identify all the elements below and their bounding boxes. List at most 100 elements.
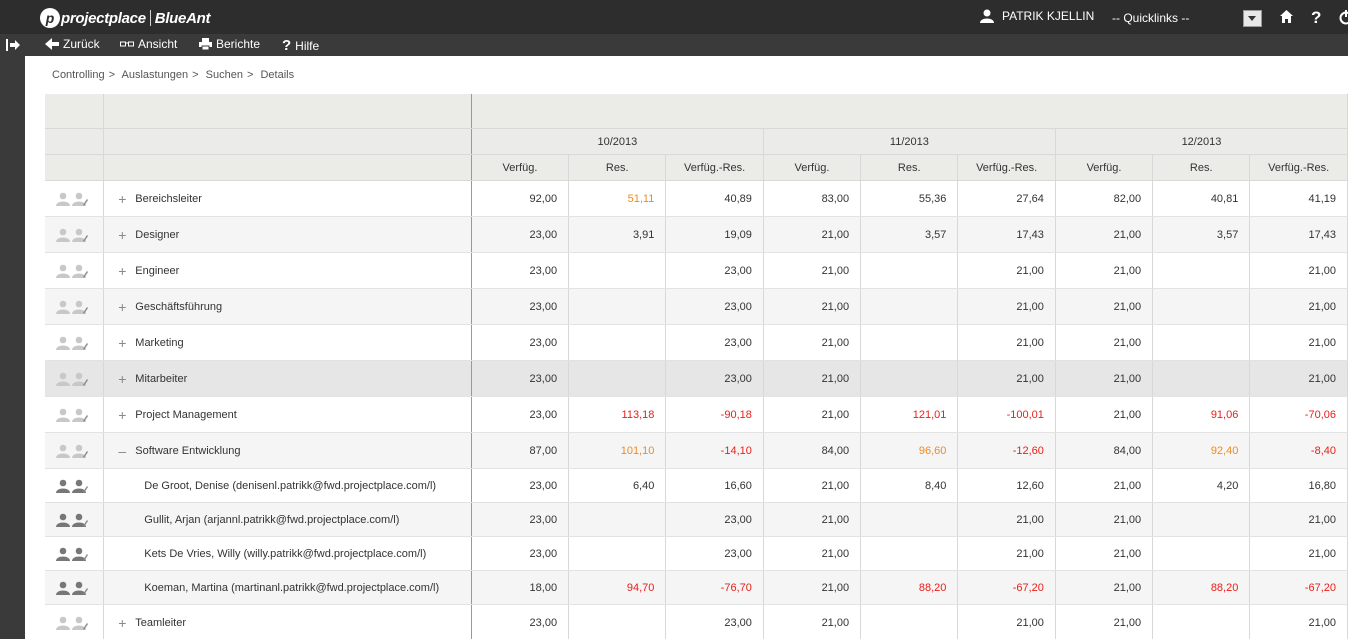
person-icon[interactable]: [55, 300, 71, 314]
person-icon[interactable]: [55, 264, 71, 278]
person-icon[interactable]: [55, 479, 71, 493]
person-icon[interactable]: [55, 444, 71, 458]
value-cell: 23,00: [471, 536, 570, 571]
value-cell: -67,20: [957, 570, 1056, 605]
home-icon[interactable]: [1279, 9, 1294, 24]
person-edit-icon[interactable]: [72, 264, 88, 278]
collapse-icon[interactable]: –: [118, 442, 127, 459]
person-edit-icon[interactable]: [72, 408, 88, 422]
value-cell: 94,70: [568, 570, 667, 605]
expand-icon[interactable]: +: [118, 190, 127, 207]
logo[interactable]: p projectplace BlueAnt: [40, 8, 210, 28]
sidebar-toggle-icon[interactable]: [6, 39, 20, 51]
person-edit-icon[interactable]: [72, 581, 88, 595]
expand-icon[interactable]: +: [118, 614, 127, 631]
person-icon[interactable]: [55, 581, 71, 595]
value-cell: 92,40: [1152, 432, 1251, 469]
table-row[interactable]: + Project Management 23,00 113,18 -90,18 21,0…: [45, 396, 1348, 433]
expand-icon[interactable]: +: [118, 298, 127, 315]
table-row[interactable]: – Software Entwicklung 87,00 101,10 -14,10 84…: [45, 432, 1348, 469]
row-icons: [45, 408, 103, 422]
person-edit-icon[interactable]: [72, 479, 88, 493]
help-button[interactable]: ? Hilfe: [282, 37, 319, 54]
table-row[interactable]: + Mitarbeiter 23,00 23,00 21,00 21,00 21,00 21,…: [45, 360, 1348, 397]
expand-icon[interactable]: +: [118, 262, 127, 279]
person-edit-icon[interactable]: [72, 192, 88, 206]
expand-icon[interactable]: +: [118, 226, 127, 243]
breadcrumb-suchen[interactable]: Suchen: [205, 69, 243, 81]
table-row[interactable]: + Marketing 23,00 23,00 21,00 21,00 21,00 21,00: [45, 324, 1348, 361]
column-header[interactable]: Res.: [860, 154, 959, 181]
expand-icon[interactable]: +: [118, 406, 127, 423]
row-name: + Marketing: [104, 334, 470, 351]
table-row[interactable]: + Teamleiter 23,00 23,00 21,00 21,00 21,00 21,0…: [45, 604, 1348, 639]
column-header[interactable]: Verfüg.: [763, 154, 862, 181]
header-row-columns: Verfüg. Res. Verfüg.-Res. Verfüg. Res. Verfüg…: [45, 154, 1348, 181]
person-edit-icon[interactable]: [72, 547, 88, 561]
value-cell: [860, 252, 959, 289]
value-cell: 21,00: [1249, 536, 1348, 571]
expand-icon[interactable]: +: [118, 370, 127, 387]
value-cell: 23,00: [471, 252, 570, 289]
person-icon[interactable]: [55, 513, 71, 527]
person-icon[interactable]: [55, 616, 71, 630]
person-icon[interactable]: [55, 547, 71, 561]
value-cell: [1152, 604, 1251, 639]
value-cell: 21,00: [1249, 288, 1348, 325]
person-icon[interactable]: [55, 228, 71, 242]
breadcrumb-auslastungen[interactable]: Auslastungen: [121, 69, 189, 81]
column-header[interactable]: Res.: [568, 154, 667, 181]
person-edit-icon[interactable]: [72, 616, 88, 630]
person-icon[interactable]: [55, 336, 71, 350]
expand-icon[interactable]: +: [118, 334, 127, 351]
value-cell: [860, 604, 959, 639]
quicklinks-select[interactable]: -- Quicklinks --: [1112, 11, 1190, 25]
person-icon[interactable]: [55, 408, 71, 422]
value-cell: 51,11: [568, 180, 667, 217]
help-icon[interactable]: ?: [1310, 9, 1323, 25]
table-row[interactable]: Koeman, Martina (martinanl.patrikk@fwd.p…: [45, 570, 1348, 605]
value-cell: 40,89: [665, 180, 764, 217]
column-header[interactable]: Verfüg.: [1055, 154, 1154, 181]
value-cell: 101,10: [568, 432, 667, 469]
column-header[interactable]: Verfüg.-Res.: [1249, 154, 1348, 181]
table-row[interactable]: + Engineer 23,00 23,00 21,00 21,00 21,00 21,00: [45, 252, 1348, 289]
header-row-top: [45, 94, 1348, 129]
person-edit-icon[interactable]: [72, 336, 88, 350]
breadcrumb-controlling[interactable]: Controlling: [52, 69, 105, 81]
column-header[interactable]: Verfüg.-Res.: [665, 154, 764, 181]
value-cell: 4,20: [1152, 468, 1251, 503]
person-edit-icon[interactable]: [72, 300, 88, 314]
view-button[interactable]: Ansicht: [120, 37, 177, 51]
person-edit-icon[interactable]: [72, 513, 88, 527]
person-edit-icon[interactable]: [72, 444, 88, 458]
value-cell: 91,06: [1152, 396, 1251, 433]
power-icon[interactable]: [1338, 9, 1348, 25]
column-header[interactable]: Verfüg.-Res.: [957, 154, 1056, 181]
column-header[interactable]: Verfüg.: [471, 154, 570, 181]
table-row[interactable]: De Groot, Denise (denisenl.patrikk@fwd.p…: [45, 468, 1348, 503]
person-icon[interactable]: [55, 372, 71, 386]
month-header: 11/2013: [763, 128, 1056, 155]
value-cell: 40,81: [1152, 180, 1251, 217]
value-cell: 21,00: [1055, 604, 1154, 639]
row-icons: [45, 581, 103, 595]
value-cell: [860, 502, 959, 537]
table-row[interactable]: + Bereichsleiter 92,00 51,11 40,89 83,00 55,36…: [45, 180, 1348, 217]
column-header[interactable]: Res.: [1152, 154, 1251, 181]
quicklinks-dropdown-button[interactable]: [1243, 10, 1262, 27]
value-cell: 21,00: [763, 360, 862, 397]
person-edit-icon[interactable]: [72, 372, 88, 386]
row-label: Koeman, Martina (martinanl.patrikk@fwd.p…: [144, 581, 440, 594]
table-row[interactable]: Gullit, Arjan (arjannl.patrikk@fwd.proje…: [45, 502, 1348, 537]
person-edit-icon[interactable]: [72, 228, 88, 242]
person-icon[interactable]: [55, 192, 71, 206]
table-row[interactable]: Kets De Vries, Willy (willy.patrikk@fwd.…: [45, 536, 1348, 571]
user-menu[interactable]: PATRIK KJELLIN: [980, 9, 1094, 23]
table-row[interactable]: + Geschäftsführung 23,00 23,00 21,00 21,00 21,…: [45, 288, 1348, 325]
value-cell: 21,00: [957, 604, 1056, 639]
back-button[interactable]: Zurück: [45, 37, 100, 51]
row-name: Kets De Vries, Willy (willy.patrikk@fwd.…: [104, 548, 470, 560]
reports-button[interactable]: Berichte: [199, 37, 260, 51]
table-row[interactable]: + Designer 23,00 3,91 19,09 21,00 3,57 17,43 21,…: [45, 216, 1348, 253]
